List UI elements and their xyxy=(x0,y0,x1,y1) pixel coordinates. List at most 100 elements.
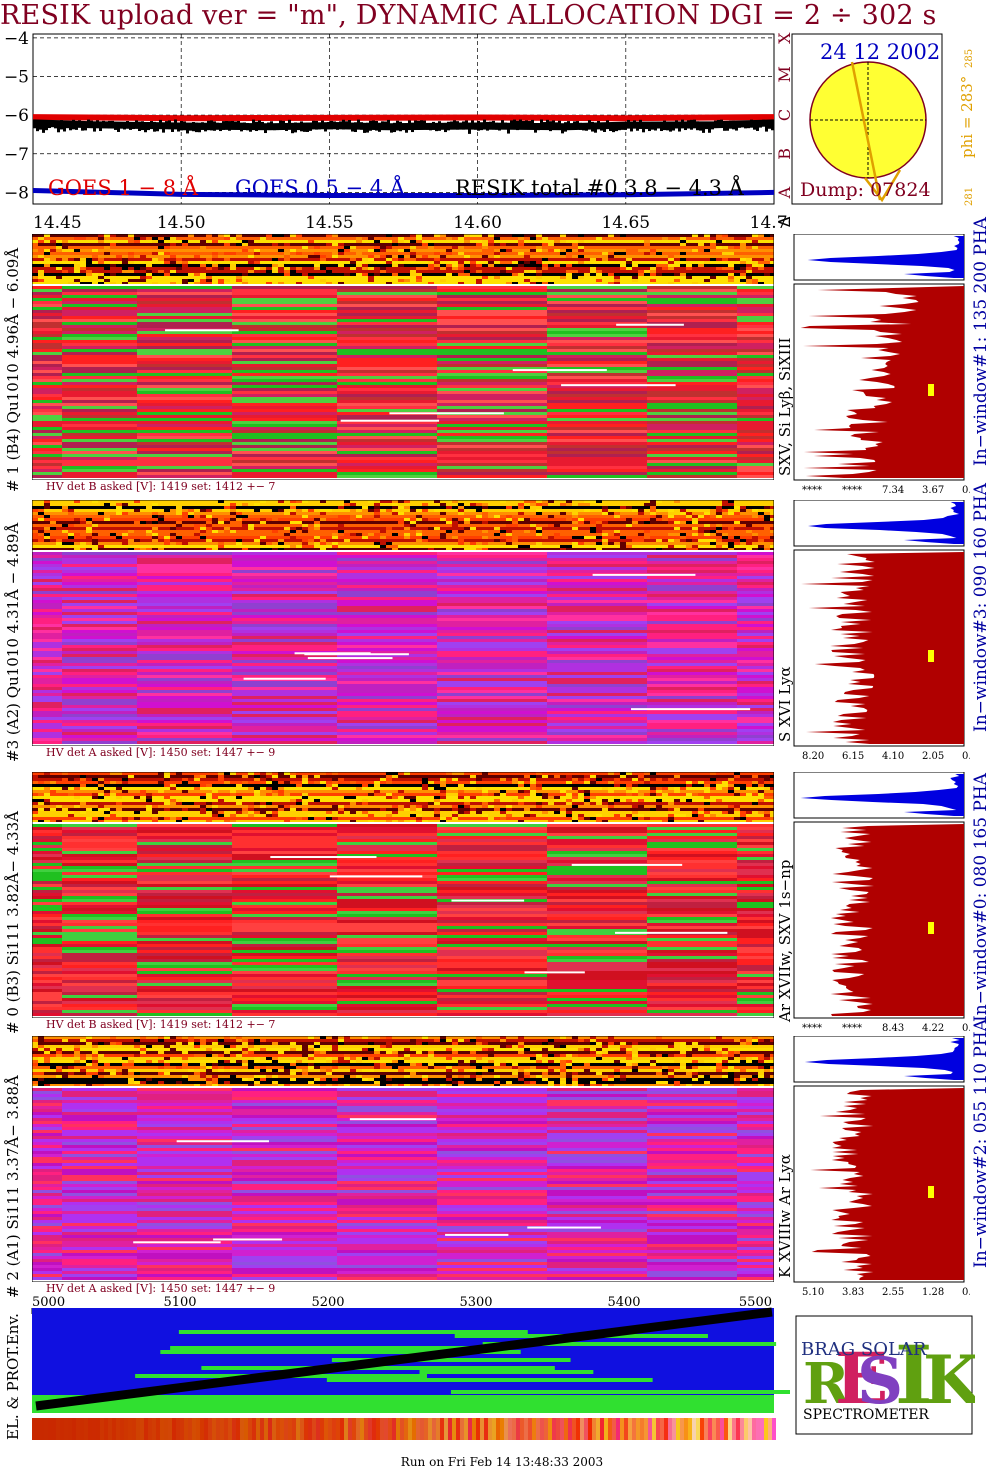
resik-sample xyxy=(561,123,564,134)
heatmap-cell xyxy=(464,545,470,548)
heatmap-cell xyxy=(254,279,260,282)
heatmap-cell xyxy=(380,527,386,530)
heatmap-cell xyxy=(206,527,212,530)
heatmap-cell xyxy=(737,292,774,295)
heatmap-cell xyxy=(296,282,302,285)
heatmap-cell xyxy=(92,240,98,243)
heatmap-cell xyxy=(698,533,704,536)
heatmap-cell xyxy=(206,270,212,273)
heatmap-cell xyxy=(494,282,500,285)
heatmap-cell xyxy=(464,264,470,267)
resik-sample xyxy=(270,121,273,129)
heatmap-cell xyxy=(32,264,38,267)
heatmap-cell xyxy=(356,509,362,512)
heatmap-cell xyxy=(80,258,86,261)
heatmap-cell xyxy=(410,509,416,512)
resik-sample xyxy=(441,123,444,130)
heatmap-cell xyxy=(32,258,38,261)
heatmap-cell xyxy=(674,527,680,530)
heatmap-cell xyxy=(662,518,668,521)
heatmap-cell xyxy=(140,500,146,503)
heatmap-cell xyxy=(176,276,182,279)
heatmap-cell xyxy=(572,515,578,518)
heatmap-cell xyxy=(314,258,320,261)
heatmap-cell xyxy=(740,240,746,243)
heatmap-cell xyxy=(332,243,338,246)
heatmap-cell xyxy=(737,418,774,421)
heatmap-cell xyxy=(302,264,308,267)
heatmap-cell xyxy=(434,279,440,282)
heatmap-cell xyxy=(232,355,337,358)
heatmap-cell xyxy=(188,536,194,539)
heatmap-cell xyxy=(74,524,80,527)
heatmap-cell xyxy=(398,282,404,285)
heatmap-cell xyxy=(398,503,404,506)
heatmap-cell xyxy=(458,270,464,273)
heatmap-cell xyxy=(506,539,512,542)
heatmap-cell xyxy=(392,527,398,530)
heatmap-cell xyxy=(338,509,344,512)
heatmap-cell xyxy=(356,527,362,530)
heatmap-cell xyxy=(194,503,200,506)
heatmap-cell xyxy=(547,388,647,391)
heatmap-cell xyxy=(488,530,494,533)
heatmap-cell xyxy=(232,433,337,436)
heatmap-cell xyxy=(512,524,518,527)
heatmap-cell xyxy=(284,512,290,515)
heatmap-cell xyxy=(398,542,404,545)
heatmap-cell xyxy=(266,527,272,530)
heatmap-cell xyxy=(632,279,638,282)
heatmap-cell xyxy=(554,234,560,237)
heatmap-cell xyxy=(572,539,578,542)
heatmap-cell xyxy=(710,527,716,530)
phi-small-top: 285 xyxy=(964,49,975,68)
heatmap-cell xyxy=(758,539,764,542)
heatmap-cell xyxy=(38,539,44,542)
heatmap-cell xyxy=(362,246,368,249)
heatmap-cell xyxy=(164,255,170,258)
heatmap-cell xyxy=(647,349,737,352)
resik-sample xyxy=(144,124,147,133)
heatmap-cell xyxy=(158,252,164,255)
heatmap-cell xyxy=(272,249,278,252)
heatmap-cell xyxy=(62,273,68,276)
heatmap-cell xyxy=(547,346,647,349)
heatmap-cell xyxy=(337,403,437,406)
heatmap-cell xyxy=(446,264,452,267)
heatmap-cell xyxy=(560,282,566,285)
heatmap-cell xyxy=(296,276,302,279)
heatmap-cell xyxy=(632,243,638,246)
resik-sample xyxy=(627,119,630,127)
heatmap-cell xyxy=(170,270,176,273)
heatmap-cell xyxy=(368,515,374,518)
heatmap-cell xyxy=(368,518,374,521)
heatmap-cell xyxy=(590,255,596,258)
heatmap-cell xyxy=(416,273,422,276)
heatmap-cell xyxy=(164,249,170,252)
heatmap-cell xyxy=(56,237,62,240)
heatmap-cell xyxy=(500,509,506,512)
heatmap-cell xyxy=(122,512,128,515)
heatmap-cell xyxy=(482,246,488,249)
heatmap-cell xyxy=(362,264,368,267)
heatmap-cell xyxy=(647,304,737,307)
heatmap-cell xyxy=(62,388,137,391)
heatmap-cell xyxy=(596,530,602,533)
resik-sample xyxy=(147,122,150,131)
heatmap-cell xyxy=(32,289,62,292)
heatmap-cell xyxy=(440,246,446,249)
heatmap-cell xyxy=(272,518,278,521)
resik-sample xyxy=(450,121,453,128)
heatmap-cell xyxy=(416,282,422,285)
heatmap-cell xyxy=(446,246,452,249)
heatmap-cell xyxy=(512,240,518,243)
heatmap-cell xyxy=(416,243,422,246)
heatmap-cell xyxy=(68,252,74,255)
heatmap-cell xyxy=(68,246,74,249)
heatmap-cell xyxy=(572,267,578,270)
heatmap-cell xyxy=(662,515,668,518)
heatmap-cell xyxy=(626,273,632,276)
heatmap-cell xyxy=(740,521,746,524)
heatmap-cell xyxy=(137,319,232,322)
resik-sample xyxy=(114,122,117,130)
